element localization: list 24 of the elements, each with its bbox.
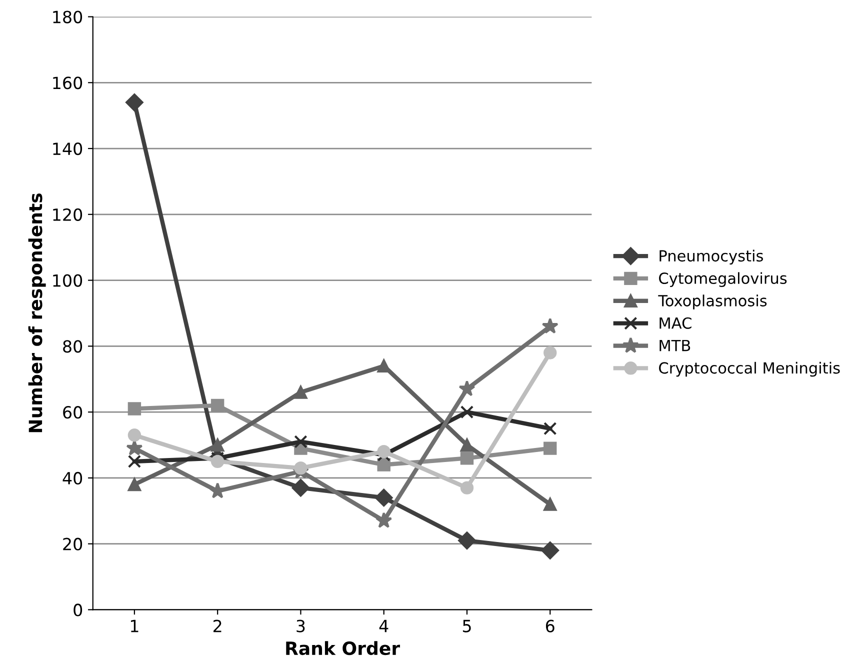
x-tick-label: 3 — [296, 620, 305, 632]
legend-label: Toxoplasmosis — [658, 294, 767, 310]
y-axis-title: Number of respondents — [28, 193, 46, 432]
legend-label: Cytomegalovirus — [659, 272, 787, 287]
y-tick-label: 40 — [62, 472, 82, 484]
y-tick-label: 140 — [53, 142, 82, 156]
x-tick-label: 1 — [130, 620, 138, 632]
x-tick-label: 2 — [214, 620, 222, 632]
y-tick-label: 180 — [53, 10, 82, 24]
y-tick-label: 160 — [53, 76, 82, 90]
y-tick-label: 120 — [53, 208, 82, 221]
y-tick-label: 20 — [63, 538, 82, 550]
x-tick-label: 5 — [462, 620, 471, 632]
x-tick-label: 4 — [379, 620, 388, 632]
y-tick-label: 60 — [63, 406, 82, 419]
legend-label: MAC — [660, 317, 692, 329]
legend-label: Pneumocystis — [660, 250, 763, 265]
y-tick-label: 80 — [63, 340, 82, 353]
y-tick-label: 100 — [53, 274, 82, 287]
legend-label: Cryptococcal Meningitis — [659, 362, 840, 377]
y-tick-label: 0 — [74, 604, 82, 616]
x-tick-label: 6 — [546, 620, 554, 632]
x-axis-title: Rank Order — [286, 641, 400, 656]
legend-label: MTB — [660, 340, 690, 352]
